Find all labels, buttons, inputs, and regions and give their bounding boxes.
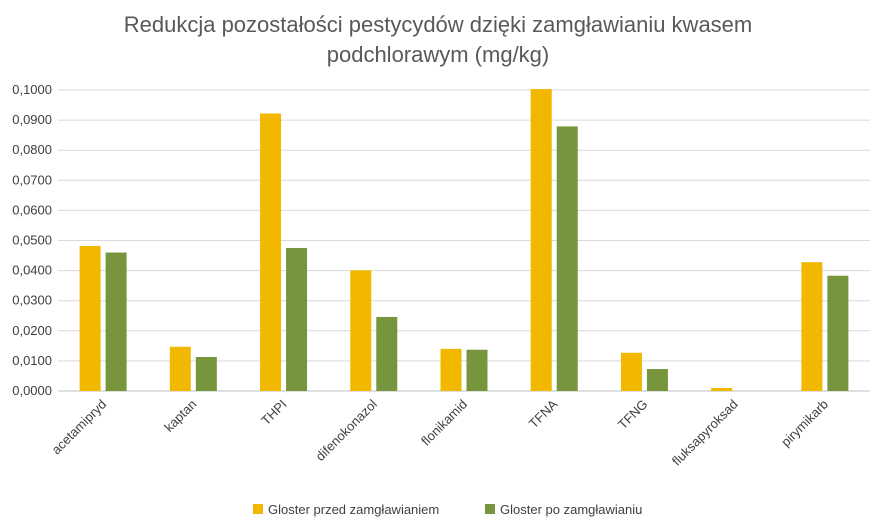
category-label: flonikamid (418, 397, 470, 449)
bar-before (440, 348, 462, 391)
legend-swatch-after (485, 504, 495, 514)
y-tick-label: 0,0800 (12, 142, 52, 157)
bar-after (556, 126, 578, 392)
category-label: TFNA (526, 396, 561, 431)
bar-after (646, 369, 668, 391)
bar-before (79, 245, 101, 391)
bar-after (466, 349, 488, 391)
bar-after (286, 248, 308, 391)
chart-title-line-1: Redukcja pozostałości pestycydów dzięki … (124, 12, 753, 37)
category-label: THPI (258, 397, 290, 429)
legend-label-after: Gloster po zamgławianiu (500, 502, 642, 517)
category-label: pirymikarb (778, 397, 831, 450)
y-axis-ticks: 0,0000 0,0100 0,0200 0,0300 0,0400 0,0500 0,06… (12, 82, 52, 398)
y-tick-label: 0,0500 (12, 233, 52, 248)
bar-before (801, 262, 823, 391)
category-label: acetamipryd (49, 397, 110, 458)
bar-before (350, 270, 372, 391)
category-label: TFNG (615, 397, 651, 433)
y-tick-label: 0,0700 (12, 172, 52, 187)
bar-after (827, 275, 849, 391)
bar-before (711, 387, 733, 391)
y-tick-label: 0,0100 (12, 353, 52, 368)
legend-label-before: Gloster przed zamgławianiem (268, 502, 439, 517)
y-tick-label: 0,0400 (12, 263, 52, 278)
bar-before (530, 89, 552, 392)
y-tick-label: 0,0200 (12, 323, 52, 338)
y-tick-label: 0,0900 (12, 112, 52, 127)
bar-before (169, 346, 191, 391)
category-label: difenokonazol (313, 396, 380, 463)
bar-before (620, 352, 642, 391)
y-tick-label: 0,1000 (12, 82, 52, 97)
legend: Gloster przed zamgławianiem Gloster po z… (253, 502, 642, 517)
bars (79, 89, 849, 392)
category-label: fluksapyroksad (669, 397, 741, 469)
bar-before (260, 113, 282, 391)
chart-title-line-2: podchlorawym (mg/kg) (327, 42, 550, 67)
bar-after (195, 356, 217, 391)
gridlines (58, 89, 870, 392)
y-tick-label: 0,0600 (12, 202, 52, 217)
y-tick-label: 0,0300 (12, 293, 52, 308)
category-label: kaptan (161, 397, 199, 435)
y-tick-label: 0,0000 (12, 383, 52, 398)
bar-after (105, 252, 127, 391)
legend-swatch-before (253, 504, 263, 514)
x-axis-categories: acetamipryd kaptan THPI difenokonazol flonik… (49, 396, 831, 468)
bar-after (376, 316, 398, 391)
